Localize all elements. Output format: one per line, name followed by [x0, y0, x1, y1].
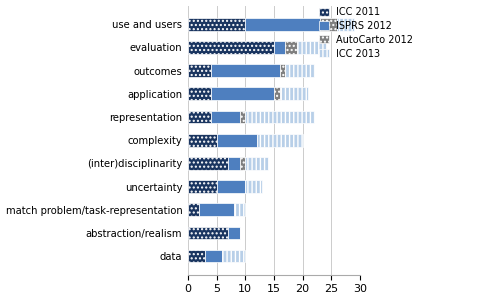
- Bar: [280, 87, 308, 100]
- Bar: [188, 250, 205, 262]
- Bar: [188, 226, 228, 239]
- Bar: [205, 250, 222, 262]
- Bar: [188, 41, 274, 54]
- Bar: [240, 157, 245, 170]
- Bar: [320, 18, 337, 31]
- Bar: [240, 111, 245, 123]
- Bar: [337, 18, 354, 31]
- Bar: [216, 180, 245, 193]
- Bar: [211, 64, 280, 77]
- Bar: [286, 41, 297, 54]
- Bar: [222, 250, 245, 262]
- Bar: [245, 111, 314, 123]
- Bar: [188, 203, 200, 216]
- Bar: [245, 157, 268, 170]
- Bar: [297, 41, 326, 54]
- Bar: [256, 134, 302, 146]
- Bar: [280, 64, 285, 77]
- Bar: [245, 18, 320, 31]
- Legend: ICC 2011, ISPRS 2012, AutoCarto 2012, ICC 2013: ICC 2011, ISPRS 2012, AutoCarto 2012, IC…: [317, 5, 416, 61]
- Bar: [188, 87, 211, 100]
- Bar: [188, 18, 245, 31]
- Bar: [211, 111, 240, 123]
- Bar: [286, 64, 314, 77]
- Bar: [188, 64, 211, 77]
- Bar: [188, 111, 211, 123]
- Bar: [274, 87, 280, 100]
- Bar: [188, 134, 216, 146]
- Bar: [274, 41, 285, 54]
- Bar: [245, 180, 262, 193]
- Bar: [211, 87, 274, 100]
- Bar: [228, 157, 239, 170]
- Bar: [188, 157, 228, 170]
- Bar: [234, 203, 245, 216]
- Bar: [188, 180, 216, 193]
- Bar: [228, 226, 239, 239]
- Bar: [216, 134, 256, 146]
- Bar: [200, 203, 234, 216]
